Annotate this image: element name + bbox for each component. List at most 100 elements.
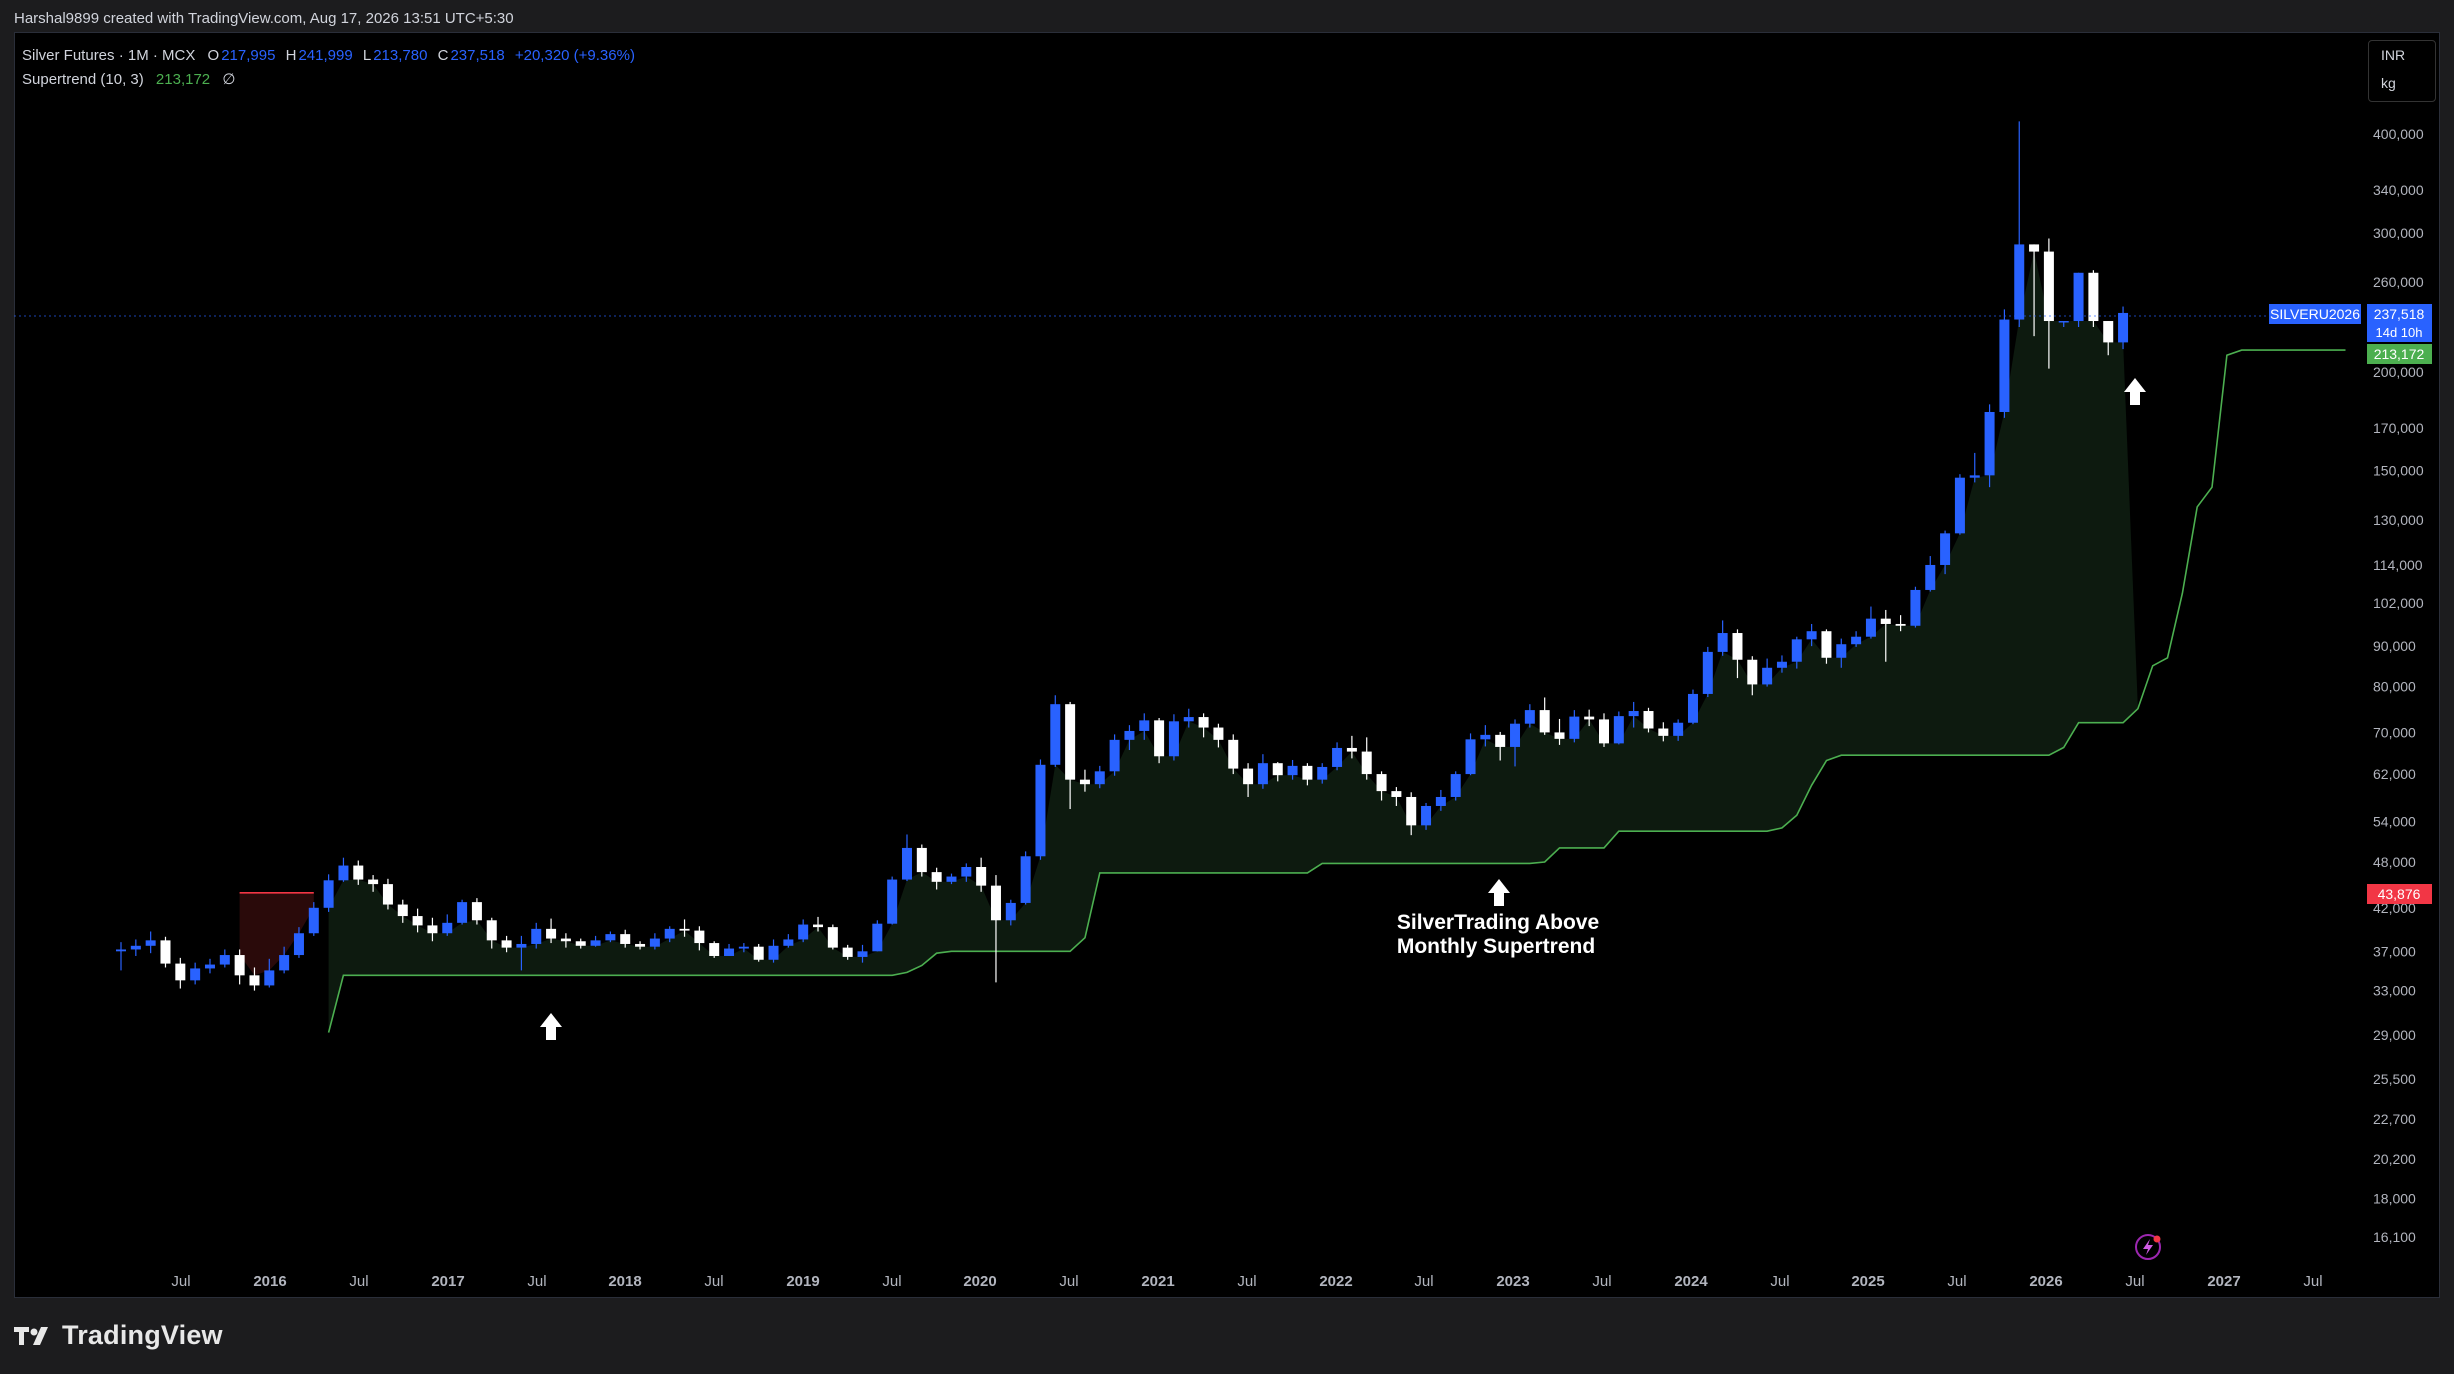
indicator-value: 213,172 [155, 71, 211, 88]
x-tick-label: Jul [2125, 1273, 2144, 1290]
candle [1065, 701, 1076, 810]
y-tick-label: 300,000 [2373, 225, 2424, 241]
currency-unit-box[interactable]: INR kg [2368, 40, 2436, 102]
candle [1821, 629, 1832, 664]
last-price-tag-bg [2367, 304, 2432, 342]
legend-row-symbol[interactable]: Silver Futures · 1M · MCX O 217,995 H 241,… [22, 44, 637, 68]
candle [486, 917, 497, 949]
candle [1213, 723, 1224, 748]
tradingview-logo[interactable]: TradingView [14, 1320, 223, 1351]
x-tick-label: Jul [349, 1273, 368, 1290]
x-tick-label: 2026 [2029, 1273, 2062, 1290]
candle [1613, 711, 1624, 745]
candle [308, 902, 319, 936]
stop-tag[interactable]: 43,876 [2378, 886, 2421, 902]
candle [590, 935, 601, 947]
y-tick-label: 130,000 [2373, 512, 2424, 528]
candle [575, 938, 586, 949]
symbol-tag-bg [2269, 304, 2361, 324]
y-axis[interactable]: 16,100 18,000 20,200 22,700 25,500 29,000 33,0… [2373, 126, 2424, 1245]
candle [620, 929, 631, 948]
candle [1732, 629, 1743, 679]
candle [130, 939, 141, 956]
candle [1361, 737, 1372, 780]
candle [2073, 272, 2084, 327]
y-tick-label: 70,000 [2373, 724, 2416, 740]
candle [2014, 121, 2025, 327]
candle [1539, 697, 1550, 735]
legend-open: 217,995 [221, 47, 276, 64]
candle [471, 898, 482, 925]
supertrend-up-line [327, 349, 2346, 1033]
candle [1643, 707, 1654, 733]
candle [1287, 759, 1298, 780]
candle [961, 863, 972, 882]
supertrend-fill-area [328, 251, 2346, 1033]
candle [1198, 713, 1209, 738]
candle [649, 933, 660, 950]
x-tick-label: Jul [1947, 1273, 1966, 1290]
candle [1940, 530, 1951, 575]
candle [1687, 689, 1698, 725]
y-tick-label: 48,000 [2373, 854, 2416, 870]
supertrend-fill [239, 251, 2346, 1033]
candle [1376, 771, 1387, 801]
up-arrow-icon [1488, 879, 1510, 906]
candle [783, 934, 794, 948]
candle [160, 936, 171, 968]
y-tick-label: 54,000 [2373, 814, 2416, 830]
x-tick-label: Jul [1770, 1273, 1789, 1290]
candle [1554, 718, 1565, 745]
candle [946, 873, 957, 885]
flash-icon[interactable] [2135, 1234, 2161, 1260]
candle [1168, 714, 1179, 761]
x-axis[interactable]: Jul 2016 Jul 2017 Jul 2018 Jul 2019 Jul 2020 Jul 20… [171, 1273, 2322, 1290]
candle [1628, 701, 1639, 728]
candle [1569, 710, 1580, 743]
candle [1762, 658, 1773, 687]
indicator-name: Supertrend (10, 3) [22, 71, 144, 88]
candle [1005, 899, 1016, 926]
y-tick-label: 29,000 [2373, 1027, 2416, 1043]
up-arrow-icon [540, 1013, 562, 1040]
y-tick-label: 80,000 [2373, 679, 2416, 695]
candle [842, 944, 853, 960]
tradingview-logo-icon [14, 1326, 48, 1345]
candle [1109, 734, 1120, 776]
x-tick-label: Jul [1237, 1273, 1256, 1290]
candle [323, 874, 334, 912]
candle [397, 899, 408, 923]
annotation-line-2[interactable]: Monthly Supertrend [1397, 935, 1595, 958]
candle [1954, 474, 1965, 535]
x-tick-label: 2024 [1674, 1273, 1708, 1290]
candle [1050, 695, 1061, 767]
x-tick-label: 2016 [253, 1273, 286, 1290]
legend-row-indicator[interactable]: Supertrend (10, 3) 213,172 ∅ [22, 68, 637, 92]
x-tick-label: Jul [171, 1273, 190, 1290]
y-tick-label: 20,200 [2373, 1151, 2416, 1167]
candle [279, 946, 290, 974]
x-tick-label: Jul [1059, 1273, 1078, 1290]
legend-low-label: L [362, 47, 372, 64]
candle [368, 875, 379, 892]
candle [1910, 586, 1921, 628]
candle [931, 867, 942, 890]
up-arrow-icon [2124, 378, 2146, 405]
annotation-line-1[interactable]: SilverTrading Above [1397, 911, 1599, 934]
y-tick-label: 150,000 [2373, 463, 2424, 479]
symbol-tag[interactable]: SILVERU2026 [2270, 306, 2360, 322]
x-tick-label: 2021 [1141, 1273, 1174, 1290]
candle [516, 935, 527, 971]
brand-name: TradingView [62, 1320, 223, 1350]
legend-close-label: C [437, 47, 449, 64]
supertrend-tag[interactable]: 213,172 [2374, 346, 2425, 362]
x-tick-label: Jul [1592, 1273, 1611, 1290]
candle [1702, 646, 1713, 698]
candle [249, 967, 260, 991]
x-tick-label: 2017 [431, 1273, 464, 1290]
last-price-tag[interactable]: 237,518 [2374, 306, 2425, 322]
candle [635, 941, 646, 950]
candle [679, 919, 690, 937]
legend-close: 237,518 [450, 47, 505, 64]
